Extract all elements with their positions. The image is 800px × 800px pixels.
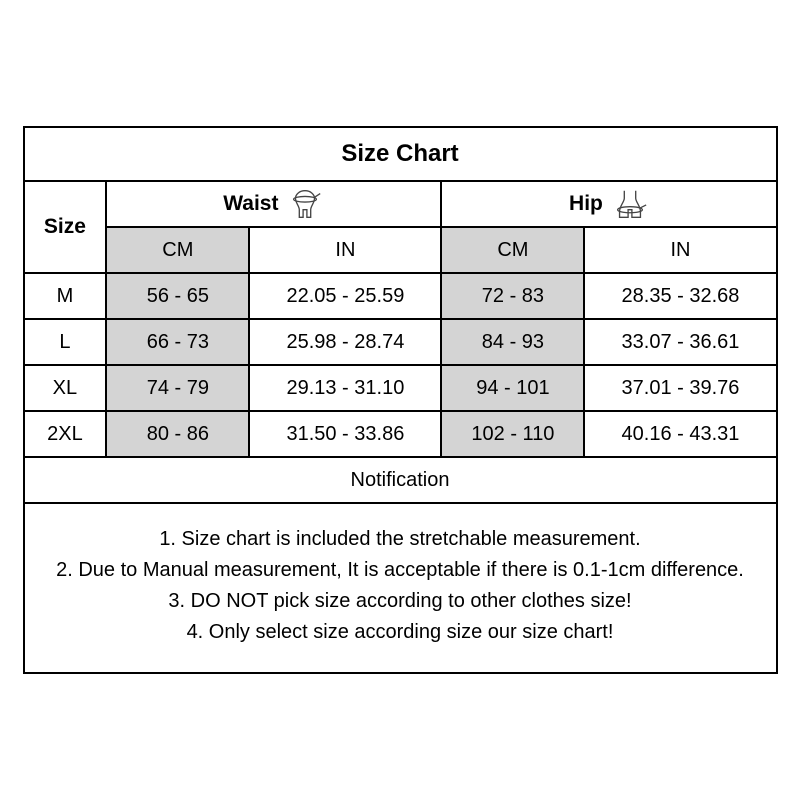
size-chart-table: Size Chart Size Waist Hip (23, 126, 778, 674)
hip-in-cell: 40.16 - 43.31 (584, 411, 776, 457)
size-cell: XL (24, 365, 107, 411)
note-line: 2. Due to Manual measurement, It is acce… (43, 555, 758, 586)
table-row: M 56 - 65 22.05 - 25.59 72 - 83 28.35 - … (24, 273, 777, 319)
waist-cm-cell: 66 - 73 (106, 319, 249, 365)
hip-header-label: Hip (569, 192, 603, 216)
hip-in-cell: 28.35 - 32.68 (584, 273, 776, 319)
hip-cm-cell: 94 - 101 (441, 365, 584, 411)
size-cell: 2XL (24, 411, 107, 457)
waist-in-header: IN (249, 227, 441, 273)
size-cell: L (24, 319, 107, 365)
notification-header-row: Notification (24, 457, 777, 503)
table-row: XL 74 - 79 29.13 - 31.10 94 - 101 37.01 … (24, 365, 777, 411)
hip-cm-cell: 84 - 93 (441, 319, 584, 365)
note-line: 1. Size chart is included the stretchabl… (43, 524, 758, 555)
hip-header: Hip (441, 181, 776, 227)
waist-cm-cell: 74 - 79 (106, 365, 249, 411)
waist-cm-cell: 56 - 65 (106, 273, 249, 319)
waist-icon (286, 185, 324, 223)
waist-in-cell: 25.98 - 28.74 (249, 319, 441, 365)
group-header-row: Size Waist Hip (24, 181, 777, 227)
notes-row: 1. Size chart is included the stretchabl… (24, 503, 777, 673)
note-line: 4. Only select size according size our s… (43, 617, 758, 648)
hip-in-header: IN (584, 227, 776, 273)
hip-in-cell: 37.01 - 39.76 (584, 365, 776, 411)
notes-cell: 1. Size chart is included the stretchabl… (24, 503, 777, 673)
table-title: Size Chart (24, 127, 777, 181)
waist-header: Waist (106, 181, 441, 227)
waist-cm-cell: 80 - 86 (106, 411, 249, 457)
hip-icon (611, 185, 649, 223)
note-line: 3. DO NOT pick size according to other c… (43, 586, 758, 617)
table-row: 2XL 80 - 86 31.50 - 33.86 102 - 110 40.1… (24, 411, 777, 457)
size-cell: M (24, 273, 107, 319)
waist-cm-header: CM (106, 227, 249, 273)
waist-in-cell: 31.50 - 33.86 (249, 411, 441, 457)
hip-in-cell: 33.07 - 36.61 (584, 319, 776, 365)
waist-in-cell: 22.05 - 25.59 (249, 273, 441, 319)
waist-in-cell: 29.13 - 31.10 (249, 365, 441, 411)
hip-cm-header: CM (441, 227, 584, 273)
unit-header-row: CM IN CM IN (24, 227, 777, 273)
notification-label: Notification (24, 457, 777, 503)
hip-cm-cell: 72 - 83 (441, 273, 584, 319)
size-table: Size Chart Size Waist Hip (23, 126, 778, 674)
title-row: Size Chart (24, 127, 777, 181)
size-header: Size (24, 181, 107, 273)
hip-cm-cell: 102 - 110 (441, 411, 584, 457)
table-row: L 66 - 73 25.98 - 28.74 84 - 93 33.07 - … (24, 319, 777, 365)
waist-header-label: Waist (223, 192, 278, 216)
